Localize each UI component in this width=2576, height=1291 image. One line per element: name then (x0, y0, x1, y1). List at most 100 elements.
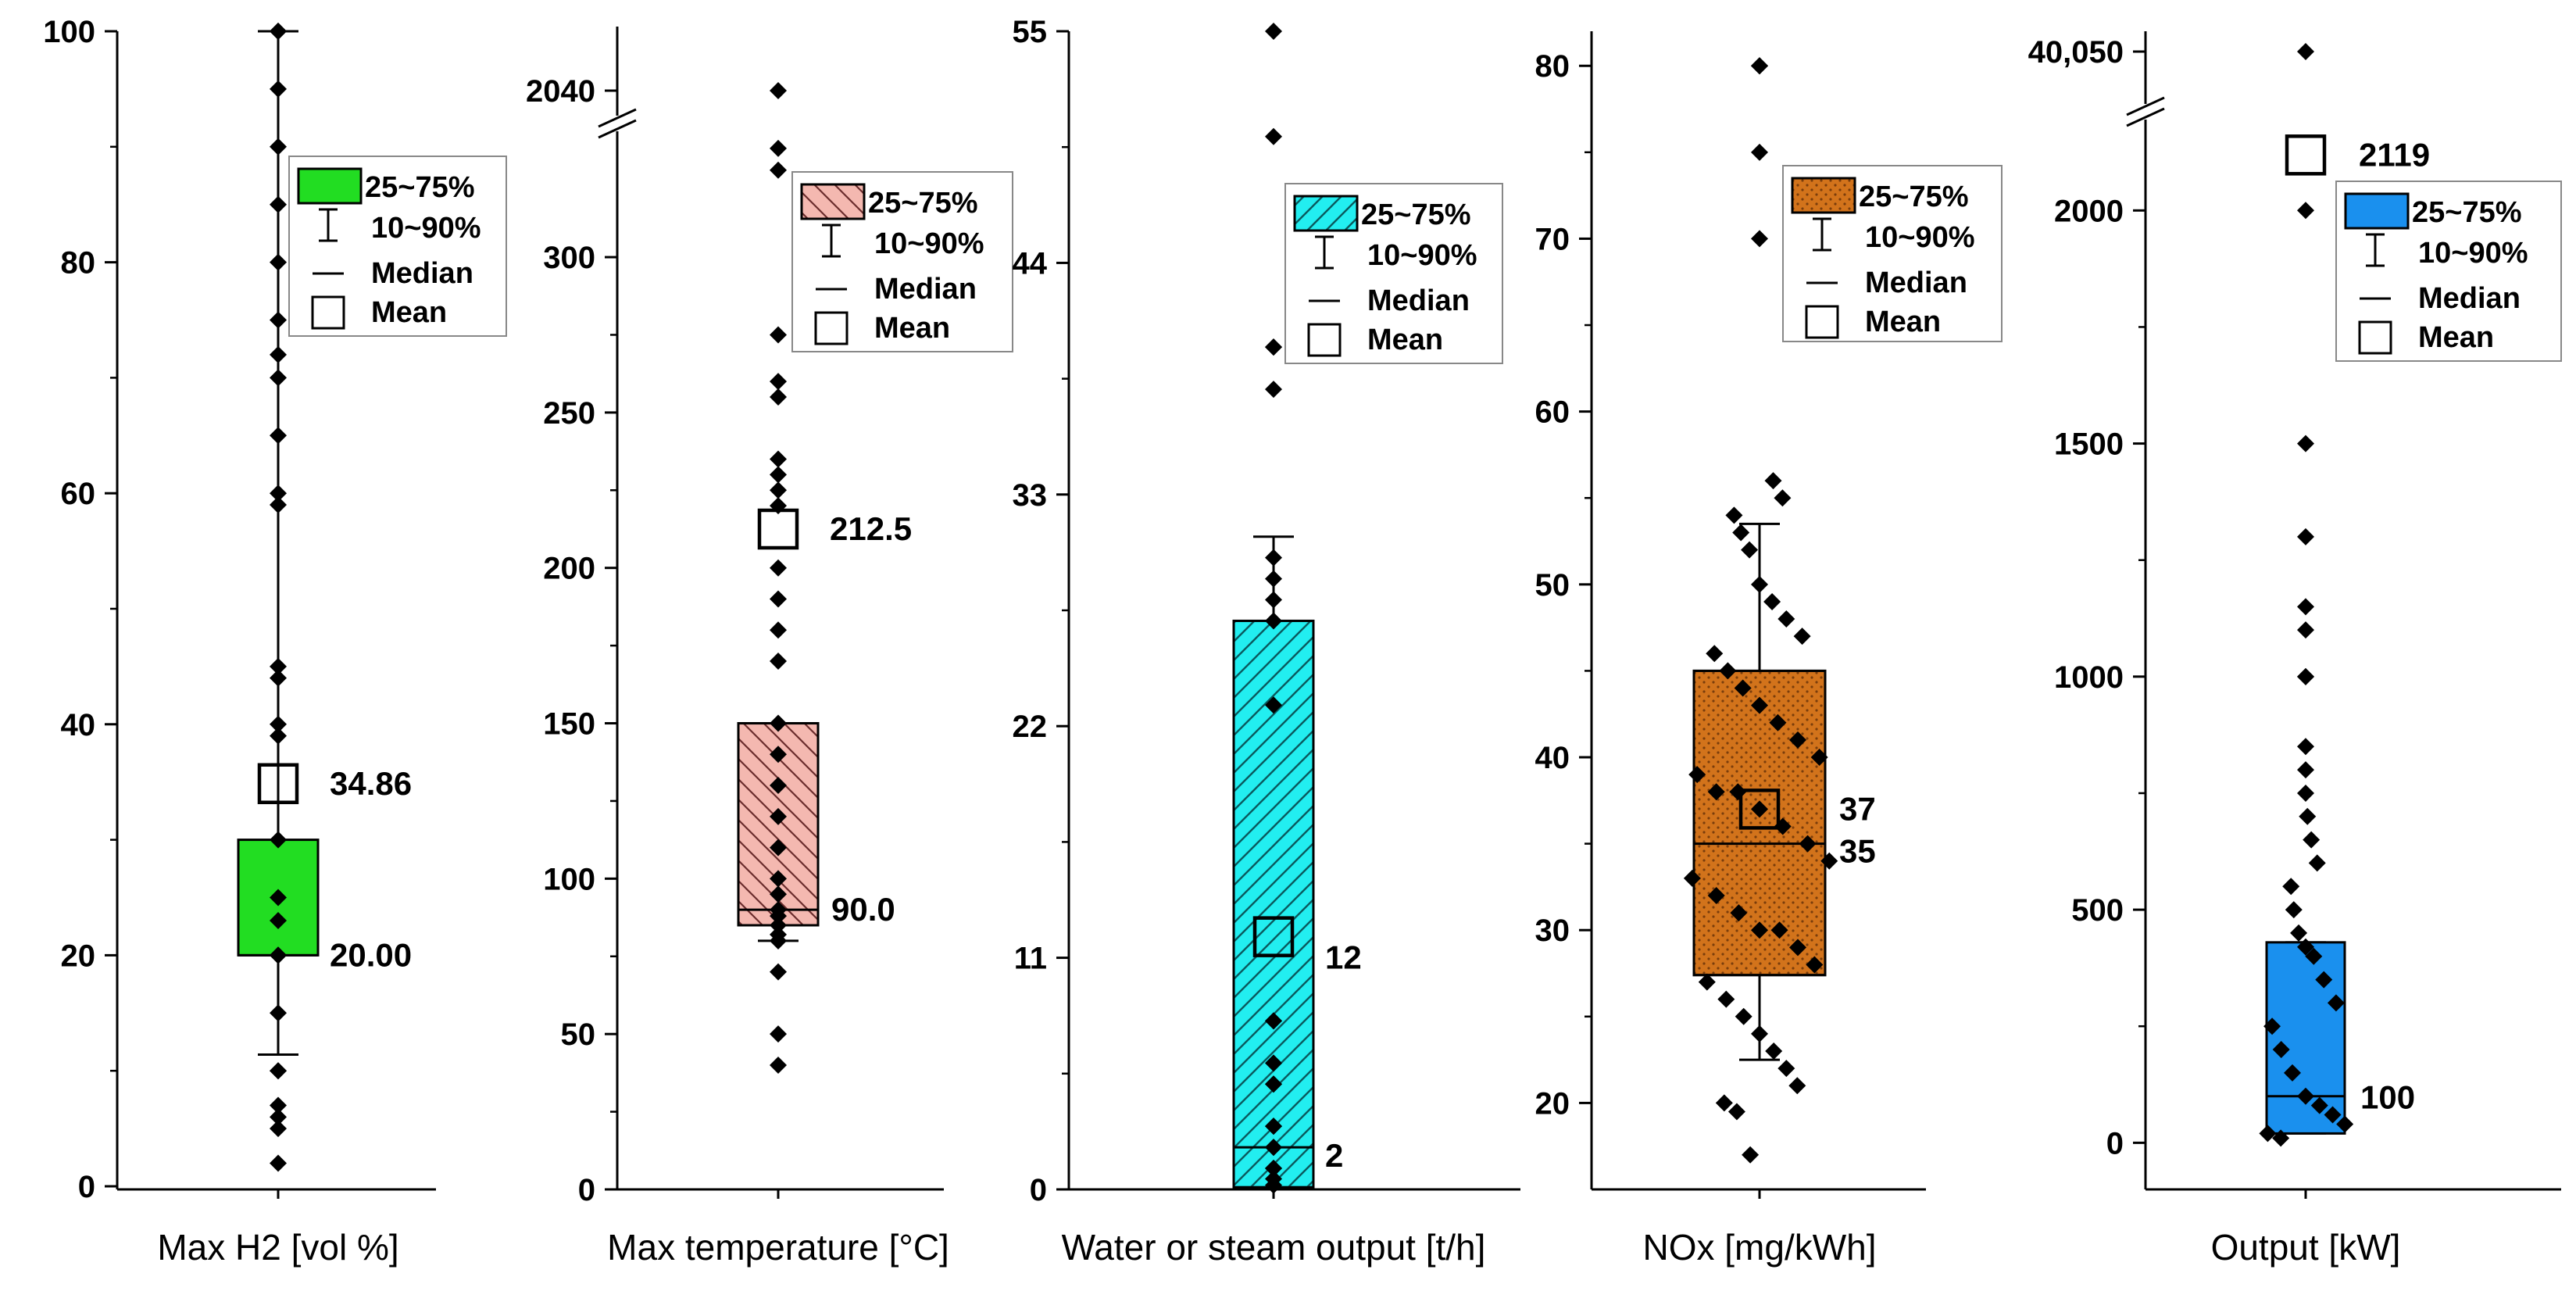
legend-label-mean: Mean (1367, 324, 1443, 356)
data-point (2336, 1115, 2354, 1133)
data-point (1751, 1025, 1768, 1042)
legend-label-box: 25~75% (868, 187, 978, 220)
data-point (270, 345, 287, 363)
data-point (2290, 924, 2308, 942)
legend-label-median: Median (371, 257, 473, 290)
data-point (1734, 679, 1752, 697)
data-point (270, 23, 287, 40)
y-tick-label: 150 (543, 707, 595, 742)
data-point (2297, 784, 2314, 802)
data-point (2297, 621, 2314, 639)
data-point (1751, 57, 1768, 75)
data-point (270, 80, 287, 98)
y-tick-label: 60 (1535, 395, 1570, 430)
data-point (270, 912, 287, 930)
mean-marker (257, 763, 299, 805)
data-point (270, 495, 287, 513)
data-point (1698, 973, 1716, 991)
data-point (270, 657, 287, 675)
data-point (770, 82, 787, 99)
data-point (1265, 1176, 1282, 1194)
data-point (1777, 1060, 1795, 1078)
data-point (1725, 506, 1743, 524)
legend-mean-icon (1805, 305, 1839, 339)
axis-break-gap (594, 116, 641, 131)
value-annotation: 37 (1839, 790, 1876, 827)
data-point (2263, 1017, 2281, 1035)
data-point (1265, 549, 1282, 567)
legend-label-whisker: 10~90% (874, 227, 984, 260)
data-point (270, 1120, 287, 1138)
y-tick-label: 1000 (2054, 660, 2124, 695)
legend: 25~75% 10~90% Median Mean (1284, 183, 1503, 364)
data-point (270, 1096, 287, 1114)
data-point (270, 485, 287, 502)
data-point (770, 590, 787, 608)
data-point (1751, 696, 1768, 714)
legend-whisker-icon (1813, 217, 1831, 252)
y-tick-label: 44 (1013, 246, 1048, 281)
y-tick-label: 2040 (526, 74, 595, 109)
data-point (270, 946, 287, 964)
data-point (1707, 886, 1725, 904)
data-point (1265, 696, 1282, 714)
y-tick-label: 300 (543, 241, 595, 275)
iqr-box (2265, 941, 2346, 1135)
data-point (1789, 939, 1806, 957)
data-point (1265, 338, 1282, 356)
x-axis-label: Water or steam output [t/h] (1062, 1227, 1486, 1268)
legend-label-whisker: 10~90% (2418, 237, 2528, 270)
data-point (2297, 43, 2314, 60)
y-tick-label: 2000 (2054, 194, 2124, 228)
y-tick-label: 20 (61, 939, 96, 973)
data-point (770, 714, 787, 732)
data-point (1265, 1054, 1282, 1072)
data-point (1751, 921, 1768, 939)
y-tick-label: 80 (61, 246, 96, 281)
data-point (770, 777, 787, 795)
legend-whisker-icon (2366, 233, 2385, 267)
legend-label-median: Median (1367, 284, 1470, 317)
legend: 25~75% 10~90% Median Mean (2335, 181, 2562, 362)
y-tick-label: 100 (43, 15, 95, 49)
data-point (2272, 1129, 2290, 1147)
y-tick-label: 50 (561, 1017, 596, 1052)
y-tick-label: 30 (1535, 914, 1570, 948)
data-point (2297, 202, 2314, 220)
data-point (770, 388, 787, 406)
data-point (2324, 1106, 2342, 1124)
data-point (1735, 1007, 1752, 1025)
data-point (2305, 947, 2323, 965)
legend-label-whisker: 10~90% (371, 212, 481, 245)
legend-box-swatch (2344, 192, 2410, 230)
legend-mean-icon (2358, 320, 2392, 355)
legend-label-mean: Mean (874, 312, 950, 345)
value-annotation: 12 (1325, 939, 1362, 976)
axis-break-mark (598, 119, 637, 139)
data-point (1769, 713, 1787, 731)
data-point (770, 839, 787, 856)
legend-label-whisker: 10~90% (1865, 221, 1975, 254)
y-tick-label: 0 (1030, 1173, 1047, 1207)
y-tick-label: 40,050 (2028, 35, 2124, 70)
y-tick-label: 50 (1535, 568, 1570, 603)
x-axis-label: Output [kW] (2211, 1227, 2401, 1268)
data-point (770, 326, 787, 344)
value-annotation: 20.00 (330, 936, 412, 973)
value-annotation: 2119 (2359, 136, 2430, 173)
data-point (1265, 23, 1282, 40)
legend-label-mean: Mean (371, 296, 447, 329)
data-point (1774, 489, 1792, 507)
data-point (770, 481, 787, 499)
data-point (2297, 1087, 2314, 1105)
data-point (270, 427, 287, 445)
data-point (1707, 783, 1725, 801)
mean-marker (1252, 916, 1295, 957)
legend: 25~75% 10~90% Median Mean (288, 156, 507, 337)
box-panel: 0 50 100 150 200 250 300 2040 212.5 90.0 Max tempe… (526, 27, 1013, 1268)
data-point (2285, 901, 2303, 919)
data-point (1788, 1077, 1806, 1095)
data-point (270, 253, 287, 271)
data-point (1732, 524, 1750, 542)
